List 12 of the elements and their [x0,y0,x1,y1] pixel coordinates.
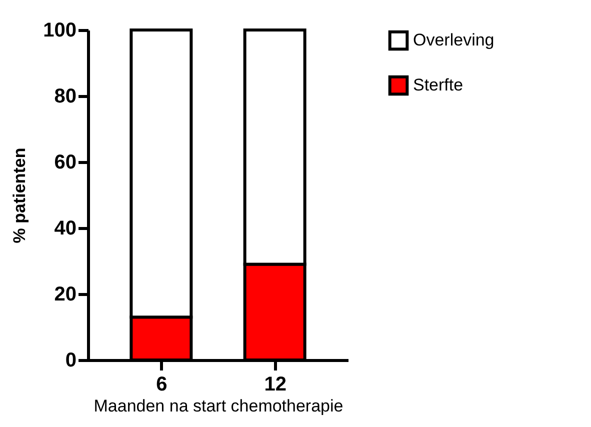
y-tick-label: 80 [54,86,76,108]
y-tick-label: 100 [43,20,76,42]
x-axis-title: Maanden na start chemotherapie [94,396,344,416]
y-tick-label: 0 [65,350,76,372]
x-tick-label: 6 [156,374,168,396]
y-tick-label: 60 [54,152,76,174]
y-axis-title: % patienten [10,148,30,244]
legend-label: Sterfte [413,76,464,94]
legend-label: Overleving [413,30,494,50]
y-tick-label: 20 [54,284,76,306]
x-tick-label: 12 [264,374,286,396]
y-tick-label: 40 [54,218,76,240]
